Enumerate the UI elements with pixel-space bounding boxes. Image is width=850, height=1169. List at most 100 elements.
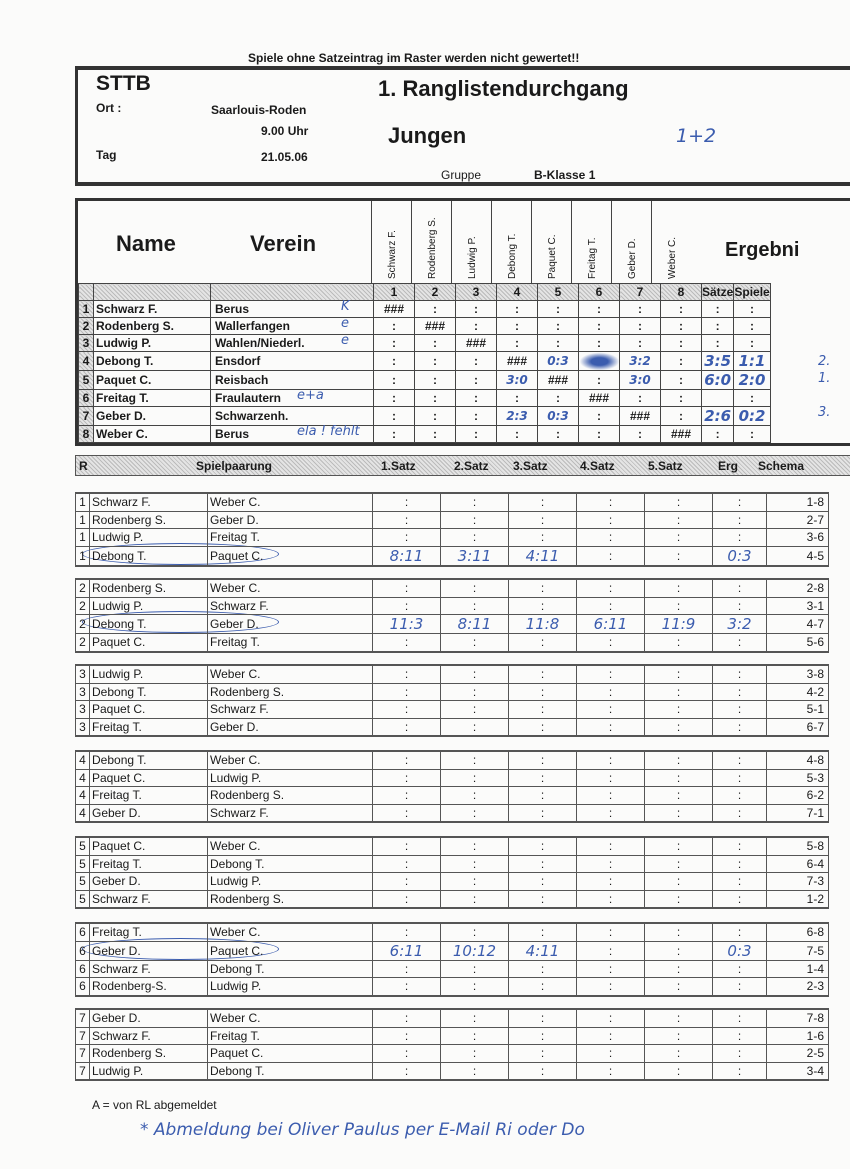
set-score: :	[576, 977, 645, 997]
result-cell: 0:3	[537, 406, 579, 426]
schema: 2-5	[766, 1044, 829, 1063]
page-title: 1. Ranglistendurchgang	[378, 76, 629, 101]
round-number: 2	[75, 578, 90, 598]
player-two: Debong T.	[207, 959, 373, 979]
set-score: 11:9	[644, 614, 713, 635]
schema: 6-8	[766, 922, 829, 942]
name-header: Name	[116, 231, 176, 256]
column-player-name: Rodenberg S.	[427, 217, 438, 279]
club-cell: Berus ela ! fehlt	[210, 424, 374, 443]
match-row: 7 Schwarz F. Freitag T.::::::1-6	[75, 1026, 829, 1046]
set-score: :	[440, 803, 509, 823]
column-player-name: Debong T.	[507, 233, 518, 279]
player-two: Weber C.	[207, 492, 373, 512]
column-number: 8	[660, 283, 702, 301]
set-score: :	[576, 492, 645, 512]
final-place: 2.	[818, 354, 831, 369]
set-score: :	[440, 664, 509, 684]
result-cell: :	[578, 300, 620, 318]
result-cell: ###	[578, 389, 620, 407]
result-cell: :	[660, 406, 702, 426]
player-two: Weber C.	[207, 664, 373, 684]
set-score: :	[440, 889, 509, 909]
handwritten-remark: ela ! fehlt	[297, 424, 360, 439]
schema: 5-6	[766, 633, 829, 653]
player-two: Freitag T.	[207, 633, 373, 653]
player-one: Geber D.	[89, 872, 208, 891]
set-score: :	[508, 528, 577, 547]
player-one: Paquet C.	[89, 768, 208, 788]
match-result: :	[712, 786, 767, 805]
set4-header: 4.Satz	[580, 459, 615, 473]
player-name: Schwarz F.	[93, 300, 211, 318]
ranking-row: 2 Rodenberg S. Wallerfangen e: ###::::::::	[78, 316, 771, 335]
club-cell: Wahlen/Niederl. e	[210, 333, 374, 352]
result-cell: :	[414, 370, 456, 390]
set-score: :	[508, 922, 577, 942]
round-number: 1	[75, 510, 90, 530]
set-score: :	[576, 1061, 645, 1081]
spiele-cell: :	[733, 334, 771, 352]
set-score: :	[440, 836, 509, 856]
set-score: :	[440, 510, 509, 530]
ort-value: Saarlouis-Roden	[211, 103, 307, 117]
ort-label: Ort :	[96, 101, 122, 115]
round-number: 6	[75, 977, 90, 997]
player-one: Schwarz F.	[89, 889, 208, 909]
set-score: :	[440, 492, 509, 512]
set-score: :	[440, 768, 509, 788]
set2-header: 2.Satz	[454, 459, 489, 473]
round-number: 5	[75, 889, 90, 909]
match-result: :	[712, 803, 767, 823]
set-score: :	[644, 1026, 713, 1046]
round-group: 7 Geber D. Weber C.::::::7-8 7 Schwarz F. Fre…	[75, 1008, 829, 1082]
spiele-cell: :	[733, 300, 771, 318]
match-row: 2 Rodenberg S. Weber C.::::::2-8	[75, 578, 829, 598]
schema: 3-1	[766, 596, 829, 616]
set-score: :	[372, 596, 441, 616]
set-score: :	[644, 768, 713, 788]
column-player-header: Schwarz F.	[371, 201, 412, 283]
round-number: 6	[75, 959, 90, 979]
verein-header: Verein	[250, 231, 317, 256]
org-name: STTB	[96, 72, 151, 95]
set-score: :	[440, 1008, 509, 1028]
club-cell: Reisbach	[210, 370, 374, 390]
player-one: Ludwig P.	[89, 596, 208, 616]
match-result: :	[712, 959, 767, 979]
player-one: Geber D.	[89, 1008, 208, 1028]
round-number: 2	[75, 596, 90, 616]
set-score: :	[576, 854, 645, 874]
set-score: :	[576, 959, 645, 979]
match-result: 0:3	[712, 545, 767, 567]
set-score: 3:11	[440, 545, 509, 567]
spiele-cell: :	[733, 425, 771, 443]
set-score: :	[576, 922, 645, 942]
column-player-name: Weber C.	[667, 236, 678, 279]
match-row: 5 Geber D. Ludwig P.::::::7-3	[75, 872, 829, 891]
set-score: :	[372, 1061, 441, 1081]
result-cell: :	[455, 389, 497, 407]
set-score: :	[644, 922, 713, 942]
set-score: :	[644, 492, 713, 512]
player-two: Paquet C.	[207, 940, 373, 961]
set-score: :	[576, 750, 645, 770]
match-row: 2 Ludwig P. Schwarz F.::::::3-1	[75, 596, 829, 616]
column-number: 3	[455, 283, 497, 301]
result-cell: :	[373, 317, 415, 335]
player-name: Paquet C.	[93, 370, 211, 390]
player-one: Debong T.	[89, 750, 208, 770]
set-score: :	[576, 1008, 645, 1028]
set-score: :	[372, 786, 441, 805]
set-score: :	[644, 1061, 713, 1081]
schema: 2-3	[766, 977, 829, 997]
saetze-cell: :	[700, 300, 735, 318]
player-one: Schwarz F.	[89, 492, 208, 512]
match-result: :	[712, 664, 767, 684]
saetze-cell: :	[700, 334, 735, 352]
set-score: 10:12	[440, 940, 509, 961]
ranking-table: Name Verein Ergebni Schwarz F. Rodenberg …	[75, 198, 850, 446]
result-cell: :	[496, 317, 538, 335]
club-name: Reisbach	[215, 373, 269, 387]
